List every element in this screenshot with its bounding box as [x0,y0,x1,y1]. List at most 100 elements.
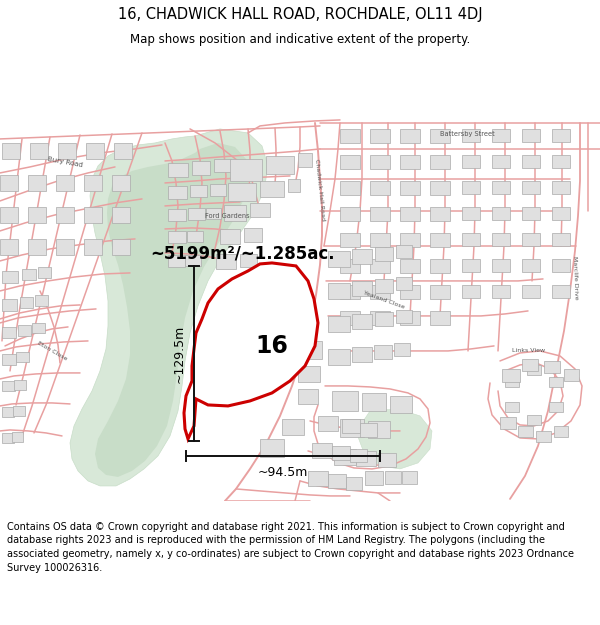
Bar [328,251,350,267]
Bar [30,143,48,159]
Bar [328,474,346,488]
Bar [334,449,356,465]
Bar [462,129,480,142]
Bar [216,254,236,269]
Bar [340,181,360,195]
Bar [56,207,74,223]
Bar [188,208,205,220]
Bar [400,129,420,143]
Bar [522,359,538,371]
Bar [244,228,262,242]
Bar [298,153,312,167]
Bar [375,247,393,261]
Bar [548,402,563,412]
Bar [396,245,412,258]
Bar [430,259,450,273]
Bar [288,179,300,192]
Bar [84,175,102,191]
Bar [340,233,360,247]
Bar [346,477,362,490]
Bar [370,285,390,299]
Bar [462,285,480,298]
Bar [332,391,358,411]
Bar [400,207,420,221]
Bar [260,181,284,197]
Bar [522,181,540,194]
Bar [430,207,450,221]
Bar [230,159,262,181]
Bar [356,451,376,466]
Bar [500,417,516,429]
Bar [370,233,390,247]
Bar [552,181,570,194]
Bar [370,155,390,169]
Bar [14,380,26,390]
Bar [340,419,364,437]
Bar [370,207,390,221]
Polygon shape [358,409,432,469]
Text: Bury Road: Bury Road [47,156,84,168]
Bar [342,419,360,433]
Bar [2,143,20,159]
Bar [385,471,401,484]
Text: Contains OS data © Crown copyright and database right 2021. This information is : Contains OS data © Crown copyright and d… [7,522,574,572]
Bar [462,233,480,246]
Bar [430,129,450,143]
Bar [2,354,16,365]
Text: Map shows position and indicative extent of the property.: Map shows position and indicative extent… [130,32,470,46]
Bar [18,325,31,336]
Text: Eton Close: Eton Close [37,341,68,362]
Bar [240,254,257,267]
Bar [298,366,320,382]
Bar [318,416,338,431]
Bar [84,207,102,223]
Bar [370,311,390,325]
Bar [350,449,367,462]
Bar [370,259,390,273]
Bar [375,312,393,326]
Bar [396,310,412,323]
Bar [462,207,480,220]
Bar [402,471,417,484]
Bar [308,471,328,486]
Bar [400,155,420,169]
Text: Ford Gardens: Ford Gardens [205,213,250,219]
Bar [84,239,102,255]
Bar [492,259,510,272]
Bar [2,433,14,443]
Bar [228,183,256,201]
Bar [340,129,360,143]
Polygon shape [184,263,318,439]
Bar [505,378,520,388]
Bar [462,155,480,168]
Bar [168,186,187,199]
Bar [430,155,450,169]
Bar [462,181,480,194]
Bar [298,389,318,404]
Bar [394,343,410,356]
Bar [400,233,420,247]
Bar [522,233,540,246]
Bar [527,365,541,375]
Bar [328,349,350,365]
Bar [2,381,15,391]
Bar [365,471,383,485]
Bar [396,277,412,290]
Bar [214,159,231,172]
Bar [266,156,294,174]
Bar [2,327,16,338]
Bar [352,249,372,264]
Bar [86,143,104,159]
Bar [210,184,226,196]
Bar [32,323,45,333]
Bar [492,129,510,142]
Bar [38,267,51,278]
Bar [268,279,298,299]
Bar [544,361,560,373]
Bar [370,181,390,195]
Bar [400,285,420,299]
Bar [185,255,201,266]
Bar [220,229,240,244]
Bar [360,423,377,437]
Bar [16,352,29,362]
